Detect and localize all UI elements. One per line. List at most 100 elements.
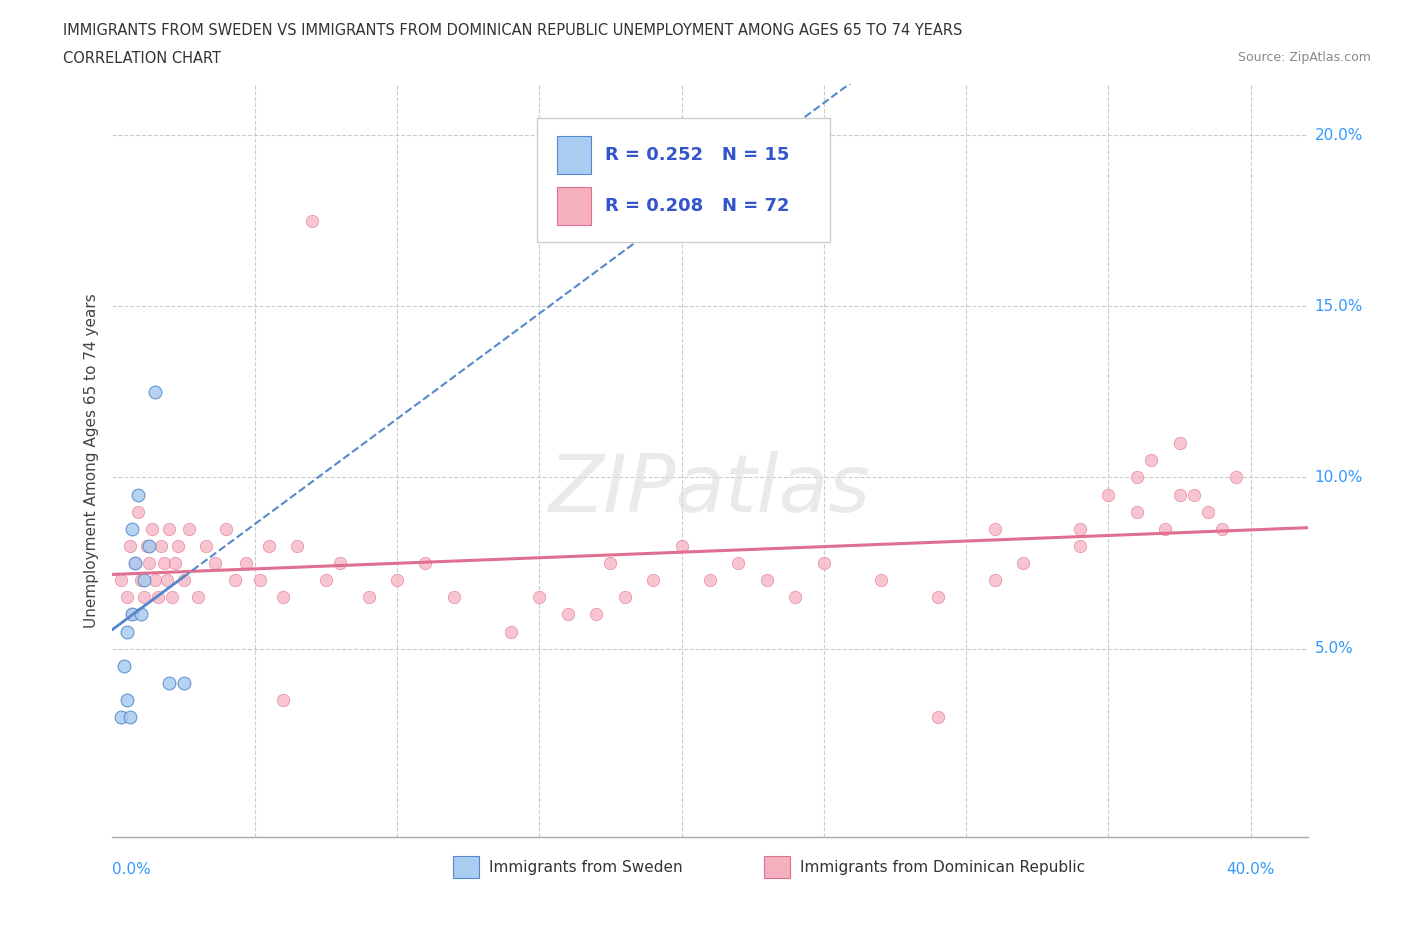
Point <box>927 590 949 604</box>
FancyBboxPatch shape <box>537 117 830 242</box>
Point <box>124 555 146 570</box>
Point <box>499 624 522 639</box>
Point <box>599 555 621 570</box>
Point <box>1197 504 1219 519</box>
Point <box>585 607 607 622</box>
Point <box>357 590 380 604</box>
Point <box>1168 487 1191 502</box>
Point <box>983 522 1005 537</box>
Point <box>149 538 172 553</box>
Point <box>529 590 551 604</box>
Point <box>204 555 226 570</box>
Text: 10.0%: 10.0% <box>1315 470 1362 485</box>
Point <box>671 538 693 553</box>
Y-axis label: Unemployment Among Ages 65 to 74 years: Unemployment Among Ages 65 to 74 years <box>83 293 98 628</box>
Point <box>613 590 636 604</box>
Text: Immigrants from Dominican Republic: Immigrants from Dominican Republic <box>800 859 1085 874</box>
Point <box>118 538 141 553</box>
Point <box>1225 470 1247 485</box>
Text: 15.0%: 15.0% <box>1315 299 1362 313</box>
Point <box>727 555 749 570</box>
Point <box>127 487 149 502</box>
Point <box>115 590 138 604</box>
Point <box>287 538 309 553</box>
Point <box>157 675 180 690</box>
Point <box>1097 487 1119 502</box>
Point <box>121 607 143 622</box>
Text: R = 0.208   N = 72: R = 0.208 N = 72 <box>605 197 789 215</box>
Point <box>235 555 257 570</box>
Point <box>215 522 238 537</box>
Point <box>1211 522 1233 537</box>
Point <box>643 573 665 588</box>
Point <box>1012 555 1035 570</box>
Text: 20.0%: 20.0% <box>1315 127 1362 142</box>
Point <box>755 573 778 588</box>
Point <box>143 573 166 588</box>
Text: R = 0.252   N = 15: R = 0.252 N = 15 <box>605 146 789 165</box>
Point <box>162 590 183 604</box>
Point <box>165 555 187 570</box>
Point <box>329 555 352 570</box>
Text: ZIPatlas: ZIPatlas <box>548 451 872 529</box>
Point <box>112 658 135 673</box>
Point <box>187 590 209 604</box>
Point <box>301 213 323 228</box>
Point <box>257 538 280 553</box>
Point <box>115 624 138 639</box>
Point <box>143 384 166 399</box>
Point <box>138 555 160 570</box>
Point <box>1140 453 1163 468</box>
Bar <box>453 856 479 879</box>
Point <box>385 573 408 588</box>
Text: Source: ZipAtlas.com: Source: ZipAtlas.com <box>1237 51 1371 64</box>
Point <box>121 607 143 622</box>
Point <box>415 555 437 570</box>
Point <box>785 590 807 604</box>
Point <box>1182 487 1205 502</box>
Point <box>224 573 246 588</box>
Point <box>179 522 201 537</box>
Point <box>121 522 143 537</box>
Bar <box>557 137 591 174</box>
Point <box>132 590 155 604</box>
Point <box>167 538 190 553</box>
Text: 40.0%: 40.0% <box>1226 862 1275 877</box>
Point <box>127 504 149 519</box>
Point <box>173 675 195 690</box>
Point <box>110 710 132 724</box>
Text: 0.0%: 0.0% <box>112 862 152 877</box>
Point <box>195 538 218 553</box>
Point <box>557 607 579 622</box>
Point <box>141 522 163 537</box>
Point <box>271 693 294 708</box>
Point <box>1126 504 1149 519</box>
Text: Immigrants from Sweden: Immigrants from Sweden <box>489 859 682 874</box>
Point <box>1168 436 1191 451</box>
Point <box>132 573 155 588</box>
Point <box>813 555 835 570</box>
Point <box>983 573 1005 588</box>
Point <box>315 573 337 588</box>
Point <box>110 573 132 588</box>
Point <box>124 555 146 570</box>
Point <box>146 590 169 604</box>
Text: CORRELATION CHART: CORRELATION CHART <box>63 51 221 66</box>
Point <box>135 538 157 553</box>
Point <box>249 573 271 588</box>
Point <box>443 590 465 604</box>
Point <box>1126 470 1149 485</box>
Point <box>1069 522 1091 537</box>
Point <box>138 538 160 553</box>
Point <box>115 693 138 708</box>
Bar <box>557 187 591 224</box>
Point <box>155 573 177 588</box>
Point <box>173 573 195 588</box>
Point <box>157 522 180 537</box>
Point <box>869 573 891 588</box>
Point <box>699 573 721 588</box>
Point <box>927 710 949 724</box>
Point <box>118 710 141 724</box>
Point <box>129 607 152 622</box>
Point <box>129 573 152 588</box>
